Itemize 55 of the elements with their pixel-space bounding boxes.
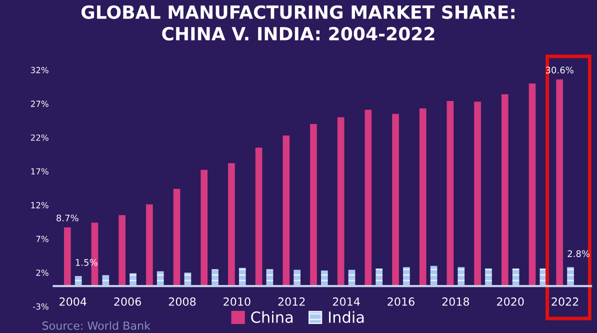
x-tick-label: 2008 [168, 297, 196, 306]
bar [567, 267, 574, 286]
x-tick-label: 2012 [278, 297, 305, 306]
bar [321, 270, 328, 286]
y-tick-label: 17% [31, 168, 48, 175]
bar [294, 270, 301, 286]
y-tick-label: 12% [31, 202, 48, 208]
bar [212, 269, 218, 286]
bar [282, 135, 290, 286]
bar [556, 79, 564, 286]
bar [255, 148, 262, 286]
bar [74, 276, 82, 286]
bar [485, 268, 492, 286]
bar [310, 124, 317, 286]
y-tick-label: 7% [36, 236, 48, 242]
bar [118, 215, 126, 286]
bar [446, 101, 454, 286]
bar [238, 268, 246, 286]
y-tick-label: 32% [30, 66, 48, 74]
y-tick-label: 2% [36, 270, 48, 276]
x-tick-label: 2004 [60, 297, 86, 306]
bar [130, 273, 136, 286]
y-tick-label: 27% [30, 100, 48, 107]
x-tick-label: 2016 [388, 297, 414, 306]
x-tick-label: 2022 [552, 297, 578, 306]
bar [376, 268, 383, 286]
bar [228, 163, 235, 286]
bar [403, 267, 410, 286]
bar [501, 94, 508, 286]
chart-title: GLOBAL MANUFACTURING MARKET SHARE: CHINA V. INDIA: 2004-2022 [81, 5, 514, 41]
bar [512, 268, 520, 286]
bar [173, 188, 180, 286]
bar [528, 83, 536, 286]
legend-label: China [251, 311, 293, 323]
y-tick-label: 22% [30, 134, 48, 141]
x-tick-label: 2018 [442, 297, 470, 306]
bar [64, 227, 71, 286]
data-label: 8.7% [56, 214, 78, 222]
bar [392, 114, 399, 286]
x-tick-label: 2020 [497, 297, 524, 306]
bar [474, 102, 481, 286]
x-tick-label: 2014 [332, 297, 360, 306]
bar [146, 204, 153, 286]
source-note: Source: World Bank [42, 321, 150, 330]
x-tick-label: 2006 [114, 297, 141, 306]
bar [458, 267, 465, 286]
bar [364, 110, 372, 286]
x-tick-label: 2010 [224, 297, 250, 306]
bar [419, 108, 426, 286]
bar [266, 269, 274, 286]
bar [200, 170, 208, 286]
y-tick-label: -3% [33, 303, 48, 310]
bar [337, 117, 344, 286]
legend-label: India [329, 311, 364, 323]
bar [156, 271, 164, 286]
